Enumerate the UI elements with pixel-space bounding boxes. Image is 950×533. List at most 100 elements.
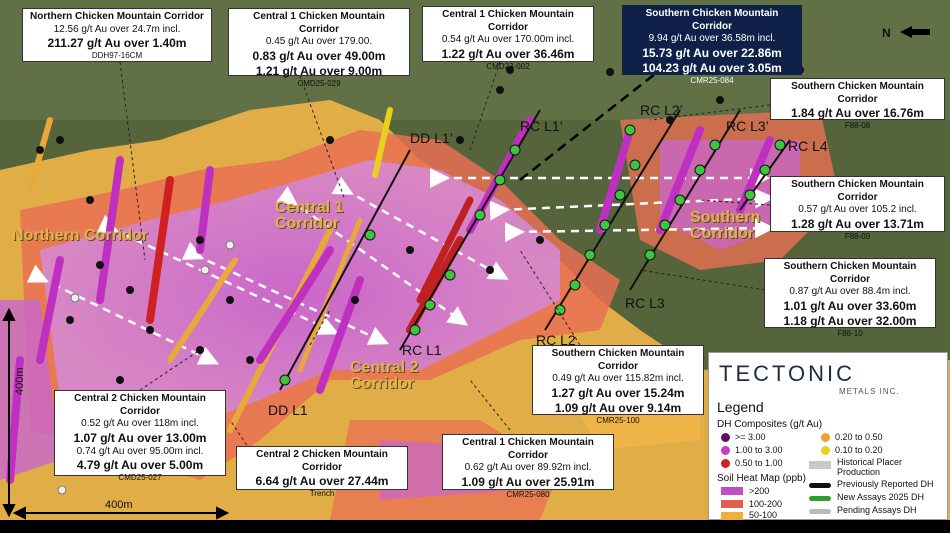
callout-hole-id: F88-10	[837, 328, 863, 338]
callout-line: 0.49 g/t Au over 115.82m incl.	[552, 373, 684, 384]
callout-title: Southern Chicken Mountain Corridor	[645, 8, 779, 32]
zone-label-northern: Northern Corridor	[12, 227, 148, 244]
legend-dh-label: 0.50 to 1.00	[735, 458, 783, 468]
section-label-rc-l1p: RC L1’	[520, 118, 563, 134]
callout-line: 0.54 g/t Au over 170.00m incl.	[441, 34, 575, 45]
callout-line: 12.56 g/t Au over 24.7m incl.	[53, 23, 181, 35]
callout-line: 1.22 g/t Au over 36.46m	[441, 46, 575, 61]
callout-hole-id: F88-08	[844, 121, 871, 130]
zone-label-southern: Southern Corridor	[690, 209, 761, 242]
callout-line: 1.09 g/t Au over 9.14m	[554, 400, 682, 415]
callout-line: 0.83 g/t Au over 49.00m	[252, 48, 386, 63]
callout-line: 1.21 g/t Au over 9.00m	[255, 63, 383, 78]
legend-dh-type-line	[809, 496, 831, 501]
legend-dh-title: DH Composites (g/t Au)	[717, 419, 823, 430]
callout-line: 0.57 g/t Au over 105.2 incl.	[798, 204, 917, 215]
callout-line: 1.27 g/t Au over 15.24m	[551, 385, 685, 400]
callout-hole-id: DDH97-16CM	[91, 51, 143, 60]
company-logo-sub: METALS INC.	[839, 387, 900, 396]
callout-line: 1.84 g/t Au over 16.76m	[791, 106, 924, 120]
callout-central1-cmr25-080: Central 1 Chicken Mountain Corridor 0.62…	[442, 434, 614, 499]
section-label-rc-l4: RC L4	[788, 138, 828, 154]
legend-soil-swatch	[721, 500, 743, 508]
legend-dh-swatch	[821, 446, 830, 455]
callout-southern-cmr25-100: Southern Chicken Mountain Corridor 0.49 …	[532, 345, 704, 425]
legend-soil-swatch	[721, 487, 743, 495]
callout-line: 1.28 g/t Au over 13.71m	[791, 216, 924, 231]
section-label-dd-l1p: DD L1’	[410, 130, 453, 146]
legend-dh-label: >= 3.00	[735, 432, 766, 442]
legend-dh-type-line	[809, 509, 831, 514]
legend-dh-type-line	[809, 483, 831, 488]
legend-dh-label: 1.00 to 3.00	[735, 445, 783, 455]
legend-dh-label: 0.10 to 0.20	[835, 445, 883, 455]
callout-line: 1.09 g/t Au over 25.91m	[461, 474, 595, 489]
callout-hole-id: CMD23-002	[486, 61, 530, 71]
legend-dh-swatch	[821, 433, 830, 442]
section-label-rc-l3p: RC L3’	[726, 118, 769, 134]
callout-southern-f88-09: Southern Chicken Mountain Corridor 0.57 …	[770, 176, 945, 241]
section-label-rc-l1: RC L1	[402, 342, 442, 358]
callout-hole-id: F88-09	[844, 231, 871, 241]
callout-title: Central 2 Chicken Mountain Corridor	[74, 393, 206, 417]
legend-dh-label: 0.20 to 0.50	[835, 432, 883, 442]
callout-title: Southern Chicken Mountain Corridor	[791, 179, 924, 203]
callout-southern-f88-08: Southern Chicken Mountain Corridor 1.84 …	[770, 78, 945, 130]
legend-soil-title: Soil Heat Map (ppb)	[717, 473, 806, 484]
scale-vertical-label: 400m	[14, 367, 26, 395]
section-label-rc-l2p: RC L2’	[640, 102, 683, 118]
legend-dh-type-label: Previously Reported DH	[837, 479, 934, 489]
legend-soil-label: 50-100	[749, 510, 778, 520]
callout-central1-cmd23-002: Central 1 Chicken Mountain Corridor 0.54…	[422, 6, 594, 71]
callout-line: 6.64 g/t Au over 27.44m	[255, 474, 389, 488]
legend-placer-label: Historical Placer Production	[837, 457, 903, 478]
callout-line: 1.18 g/t Au over 32.00m	[783, 313, 917, 328]
callout-title: Central 1 Chicken Mountain Corridor	[253, 11, 385, 35]
callout-central1-cmd25-029: Central 1 Chicken Mountain Corridor 0.45…	[228, 8, 410, 88]
callout-line: 0.87 g/t Au over 88.4m incl.	[789, 286, 911, 297]
callout-hole-id: CMR25-084	[690, 75, 734, 85]
callout-central2-trench: Central 2 Chicken Mountain Corridor 6.64…	[236, 446, 408, 498]
callout-southern-f88-10: Southern Chicken Mountain Corridor 0.87 …	[764, 258, 936, 338]
callout-southern-cmr25-084: Southern Chicken Mountain Corridor 9.94 …	[622, 5, 802, 85]
callout-line: 1.07 g/t Au over 13.00m	[73, 430, 207, 445]
callout-hole-id: Trench	[309, 489, 335, 498]
callout-northern-ddh97: Northern Chicken Mountain Corridor 12.56…	[22, 8, 212, 62]
callout-line: 211.27 g/t Au over 1.40m	[47, 36, 187, 50]
legend-dh-type-label: New Assays 2025 DH	[837, 492, 925, 502]
legend-soil-label: 100-200	[749, 499, 783, 509]
section-label-rc-l2: RC L2	[536, 332, 576, 348]
scale-horizontal-label: 400m	[105, 499, 133, 511]
callout-central2-cmd25-027: Central 2 Chicken Mountain Corridor 0.52…	[54, 390, 226, 482]
callout-title: Central 1 Chicken Mountain Corridor	[442, 9, 574, 33]
legend-dh-swatch	[721, 446, 730, 455]
callout-title: Northern Chicken Mountain Corridor	[30, 11, 204, 22]
callout-hole-id: CMD25-029	[297, 78, 341, 88]
section-label-dd-l1: DD L1	[268, 402, 308, 418]
north-label: N	[882, 26, 891, 40]
callout-line: 4.79 g/t Au over 5.00m	[76, 458, 204, 472]
callout-hole-id: CMR25-100	[596, 415, 640, 425]
legend-placer-swatch	[809, 461, 831, 469]
callout-title: Southern Chicken Mountain Corridor	[783, 261, 917, 285]
callout-line: 0.52 g/t Au over 118m incl.	[81, 418, 199, 429]
callout-line: 104.23 g/t Au over 3.05m	[642, 60, 782, 75]
legend-soil-swatch	[721, 512, 743, 520]
callout-line: 0.62 g/t Au over 89.92m incl.	[464, 462, 592, 473]
section-label-rc-l3: RC L3	[625, 295, 665, 311]
callout-line: 0.74 g/t Au over 95.00m incl.	[76, 445, 204, 457]
callout-hole-id: CMD25-027	[118, 473, 162, 482]
legend-panel: TECTONIC METALS INC. Legend DH Composite…	[708, 352, 948, 520]
callout-line: 15.73 g/t Au over 22.86m	[642, 45, 782, 60]
map-canvas: Northern Corridor Central 1 Corridor Cen…	[0, 0, 950, 520]
callout-line: 1.01 g/t Au over 33.60m	[783, 298, 917, 313]
legend-title: Legend	[717, 399, 764, 415]
callout-title: Southern Chicken Mountain Corridor	[791, 81, 924, 105]
callout-title: Central 1 Chicken Mountain Corridor	[462, 437, 594, 461]
callout-hole-id: CMR25-080	[506, 489, 550, 499]
legend-dh-type-label: Pending Assays DH	[837, 505, 917, 515]
callout-line: 0.45 g/t Au over 179.00.	[265, 36, 373, 47]
callout-title: Central 2 Chicken Mountain Corridor	[256, 449, 388, 473]
zone-label-central1: Central 1 Corridor	[275, 199, 344, 232]
legend-dh-swatch	[721, 433, 730, 442]
